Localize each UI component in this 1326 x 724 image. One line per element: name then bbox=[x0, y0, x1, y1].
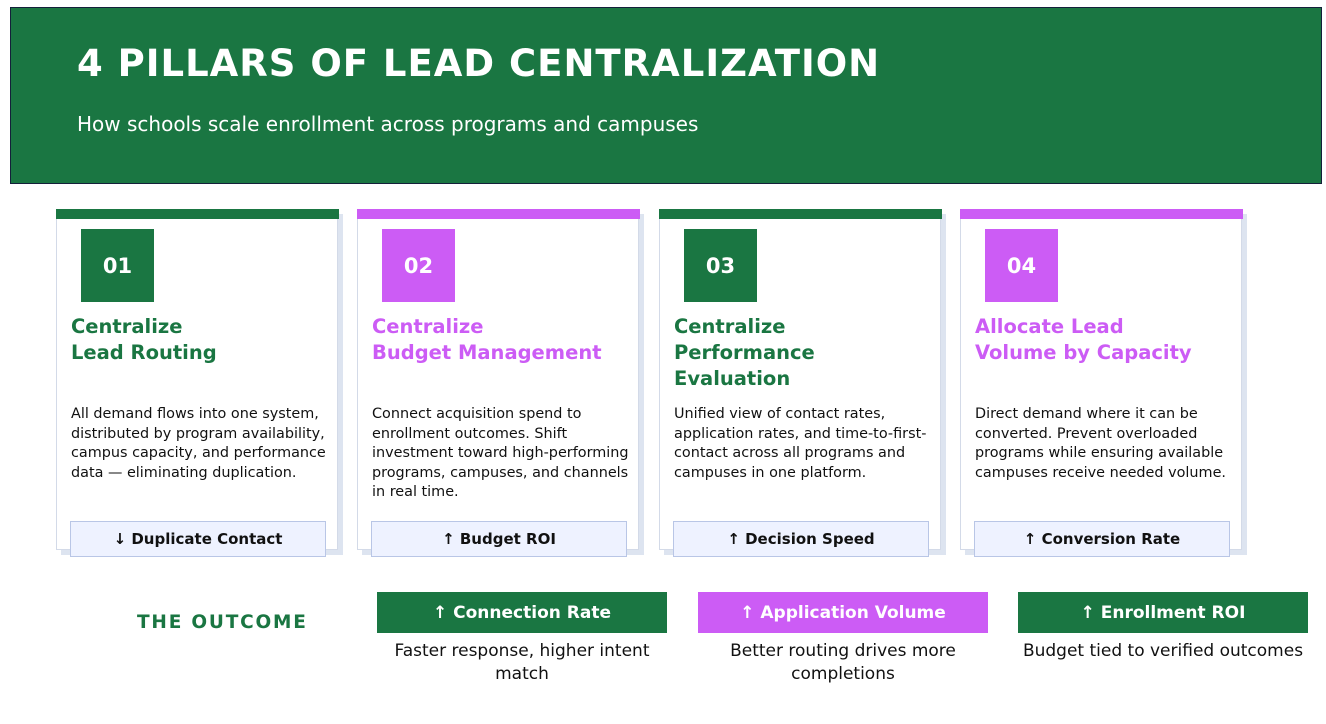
pillar-card: 01 Centralize Lead Routing All demand fl… bbox=[56, 209, 339, 557]
pillar-title-line: Performance bbox=[674, 341, 815, 364]
pillar-title-line: Lead Routing bbox=[71, 341, 217, 364]
outcome-pill: ↑ Application Volume bbox=[698, 592, 988, 633]
pillar-number-badge: 03 bbox=[684, 229, 757, 302]
outcome-description: Budget tied to verified outcomes bbox=[1022, 641, 1304, 661]
pillar-metric-badge: ↑ Budget ROI bbox=[371, 521, 627, 557]
pillar-number-badge: 04 bbox=[985, 229, 1058, 302]
page-title: 4 PILLARS OF LEAD CENTRALIZATION bbox=[77, 42, 881, 85]
pillar-description: Connect acquisition spend to enrollment … bbox=[372, 406, 629, 500]
header-banner: 4 PILLARS OF LEAD CENTRALIZATION How sch… bbox=[10, 7, 1322, 184]
pillar-title-line: Volume by Capacity bbox=[975, 341, 1192, 364]
pillar-card: 02 Centralize Budget Management Connect … bbox=[357, 209, 640, 557]
outcome-pill: ↑ Connection Rate bbox=[377, 592, 667, 633]
pillar-description: Direct demand where it can be converted.… bbox=[975, 406, 1226, 481]
pillar-title-line: Allocate Lead bbox=[975, 315, 1124, 338]
pillar-description: Unified view of contact rates, applicati… bbox=[674, 406, 927, 481]
pillar-card: 04 Allocate Lead Volume by Capacity Dire… bbox=[960, 209, 1243, 557]
pillar-metric-badge: ↓ Duplicate Contact bbox=[70, 521, 326, 557]
pillar-title-line: Centralize bbox=[71, 315, 183, 338]
card-accent-bar bbox=[659, 209, 942, 219]
pillar-card: 03 Centralize Performance Evaluation Uni… bbox=[659, 209, 942, 557]
pillar-title-line: Evaluation bbox=[674, 367, 791, 390]
pillar-title-line: Centralize bbox=[372, 315, 484, 338]
pillar-metric-badge: ↑ Decision Speed bbox=[673, 521, 929, 557]
outcome-label: THE OUTCOME bbox=[137, 612, 308, 633]
card-accent-bar bbox=[960, 209, 1243, 219]
card-accent-bar bbox=[56, 209, 339, 219]
outcome-pill: ↑ Enrollment ROI bbox=[1018, 592, 1308, 633]
pillar-metric-badge: ↑ Conversion Rate bbox=[974, 521, 1230, 557]
pillar-title: Allocate Lead Volume by Capacity bbox=[975, 314, 1237, 366]
card-accent-bar bbox=[357, 209, 640, 219]
pillar-title-line: Centralize bbox=[674, 315, 786, 338]
outcome-description: Faster response, higher intent match bbox=[394, 641, 650, 684]
pillar-number-badge: 02 bbox=[382, 229, 455, 302]
outcome-description: Better routing drives more completions bbox=[730, 641, 956, 684]
pillar-title-line: Budget Management bbox=[372, 341, 602, 364]
pillar-description: All demand flows into one system, distri… bbox=[71, 406, 326, 481]
pillar-title: Centralize Lead Routing bbox=[71, 314, 333, 366]
pillar-title: Centralize Budget Management bbox=[372, 314, 634, 366]
page-subtitle: How schools scale enrollment across prog… bbox=[77, 112, 699, 136]
pillar-title: Centralize Performance Evaluation bbox=[674, 314, 936, 392]
pillar-number-badge: 01 bbox=[81, 229, 154, 302]
